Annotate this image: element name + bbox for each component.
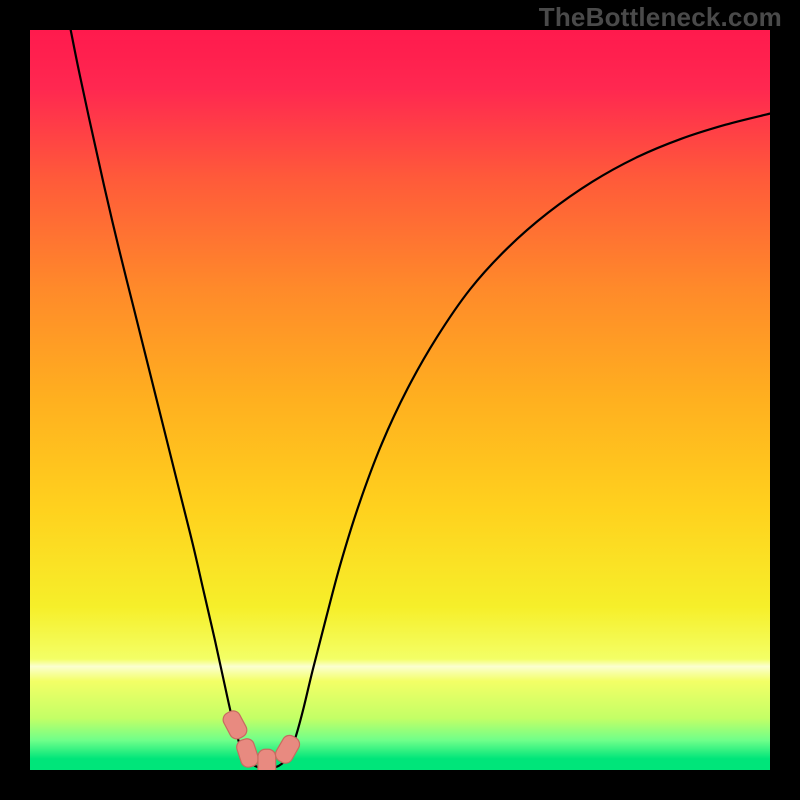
- plot-area: [30, 30, 770, 770]
- watermark-text: TheBottleneck.com: [539, 2, 782, 33]
- chart-svg: [30, 30, 770, 770]
- chart-background: [30, 30, 770, 770]
- highlight-marker: [258, 749, 276, 770]
